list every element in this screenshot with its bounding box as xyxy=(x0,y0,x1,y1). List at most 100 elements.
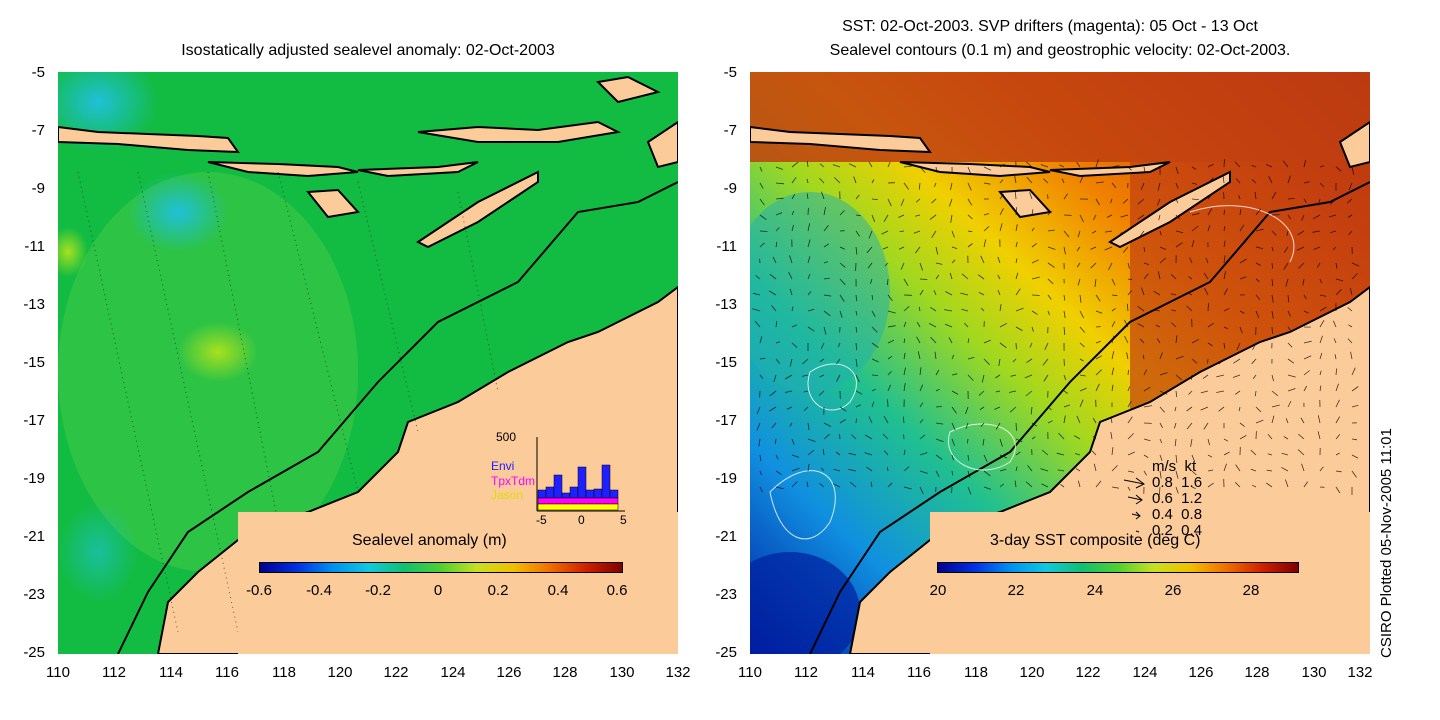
velocity-arrow xyxy=(1303,294,1307,300)
velocity-arrow xyxy=(1335,368,1337,376)
velocity-arrow xyxy=(884,262,889,267)
velocity-arrow xyxy=(1079,214,1084,223)
velocity-arrow xyxy=(1031,276,1040,280)
velocity-arrow xyxy=(1095,198,1100,206)
velocity-arrow xyxy=(980,255,985,264)
velocity-arrow xyxy=(769,273,777,280)
velocity-arrow xyxy=(917,351,921,360)
velocity-arrow xyxy=(839,406,847,412)
velocity-arrow xyxy=(1171,309,1177,312)
velocity-arrow xyxy=(1076,262,1081,268)
velocity-arrow xyxy=(775,241,778,248)
velocity-arrow xyxy=(1111,294,1118,297)
velocity-arrow xyxy=(855,418,857,424)
velocity-arrow xyxy=(855,294,858,302)
velocity-arrow xyxy=(866,466,873,472)
x-tick: 132 xyxy=(665,664,691,681)
velocity-arrow xyxy=(839,310,843,318)
velocity-arrow xyxy=(1232,374,1241,378)
velocity-arrow xyxy=(768,290,777,296)
velocity-arrow xyxy=(855,246,858,255)
velocity-arrow xyxy=(887,384,891,392)
velocity-arrow xyxy=(1203,272,1209,280)
velocity-arrow xyxy=(871,374,879,376)
velocity-arrow xyxy=(887,339,895,344)
velocity-arrow xyxy=(1076,415,1081,424)
velocity-arrow xyxy=(1300,417,1305,424)
velocity-arrow xyxy=(1350,351,1353,360)
left-colorbar-label: Sealevel anomaly (m) xyxy=(352,532,507,549)
right-map-title-line1: SST: 02-Oct-2003. SVP drifters (magenta)… xyxy=(842,18,1258,35)
velocity-arrow xyxy=(1223,255,1226,264)
velocity-arrow xyxy=(1009,406,1017,413)
velocity-arrow xyxy=(1031,422,1038,427)
velocity-arrow xyxy=(1349,287,1353,296)
velocity-arrow xyxy=(1283,246,1289,253)
velocity-arrow xyxy=(1303,355,1312,360)
velocity-arrow xyxy=(1015,451,1021,456)
velocity-arrow xyxy=(1287,310,1291,317)
left-cb-tick: -0.2 xyxy=(365,582,391,599)
velocity-arrow xyxy=(903,486,912,490)
velocity-arrow xyxy=(1092,417,1097,424)
velocity-arrow xyxy=(915,198,921,203)
velocity-arrow xyxy=(756,406,761,415)
velocity-arrow xyxy=(759,242,765,248)
velocity-arrow xyxy=(833,468,841,472)
y-tick: -21 xyxy=(23,528,45,545)
velocity-arrow xyxy=(1095,181,1104,184)
velocity-arrow xyxy=(1127,451,1135,456)
velocity-arrow xyxy=(759,454,762,462)
velocity-arrow xyxy=(931,198,937,204)
velocity-arrow xyxy=(775,454,779,460)
velocity-arrow xyxy=(1303,198,1307,203)
velocity-arrow xyxy=(1301,214,1305,221)
velocity-arrow xyxy=(855,310,858,316)
velocity-arrow xyxy=(775,227,780,232)
speed-legend-row: 0.4 0.8 xyxy=(1152,506,1203,523)
velocity-arrow xyxy=(871,294,874,300)
velocity-arrow xyxy=(1255,228,1264,232)
velocity-arrow xyxy=(935,388,940,392)
velocity-arrow xyxy=(1143,386,1151,392)
velocity-arrow xyxy=(807,273,811,280)
velocity-arrow xyxy=(995,422,1001,430)
velocity-arrow xyxy=(983,226,990,232)
right-colorbar-label: 3-day SST composite (deg C) xyxy=(990,532,1201,549)
velocity-arrow xyxy=(1063,390,1069,394)
velocity-arrow xyxy=(919,367,922,376)
velocity-arrow xyxy=(819,163,825,168)
velocity-arrow xyxy=(1063,374,1067,381)
right-land-java xyxy=(750,125,933,154)
velocity-arrow xyxy=(784,374,793,380)
velocity-arrow xyxy=(995,374,1001,379)
right-land-timor xyxy=(1108,170,1231,249)
y-tick: -19 xyxy=(715,470,737,487)
velocity-arrow xyxy=(1302,278,1305,286)
velocity-arrow xyxy=(981,374,985,383)
velocity-arrow xyxy=(871,401,875,408)
velocity-arrow xyxy=(1191,225,1199,232)
velocity-arrow xyxy=(1271,294,1274,303)
velocity-arrow xyxy=(935,246,939,255)
velocity-arrow xyxy=(1317,431,1321,440)
velocity-arrow xyxy=(1141,287,1145,296)
velocity-arrow xyxy=(1015,438,1023,443)
velocity-arrow xyxy=(1157,182,1161,191)
velocity-arrow xyxy=(1218,358,1225,365)
velocity-arrow xyxy=(1239,276,1247,280)
velocity-arrow xyxy=(1271,191,1277,200)
velocity-arrow xyxy=(1252,484,1257,488)
velocity-arrow xyxy=(916,321,921,328)
velocity-arrow xyxy=(999,454,1008,459)
velocity-arrow xyxy=(1075,468,1081,472)
x-tick: 126 xyxy=(1188,664,1214,681)
velocity-arrow xyxy=(1158,214,1161,221)
velocity-arrow xyxy=(1319,370,1322,376)
velocity-arrow xyxy=(967,182,972,191)
velocity-arrow xyxy=(1120,230,1129,234)
velocity-arrow xyxy=(1093,214,1097,221)
velocity-arrow xyxy=(807,464,810,472)
velocity-arrow xyxy=(967,454,969,461)
velocity-arrow xyxy=(1175,454,1178,463)
